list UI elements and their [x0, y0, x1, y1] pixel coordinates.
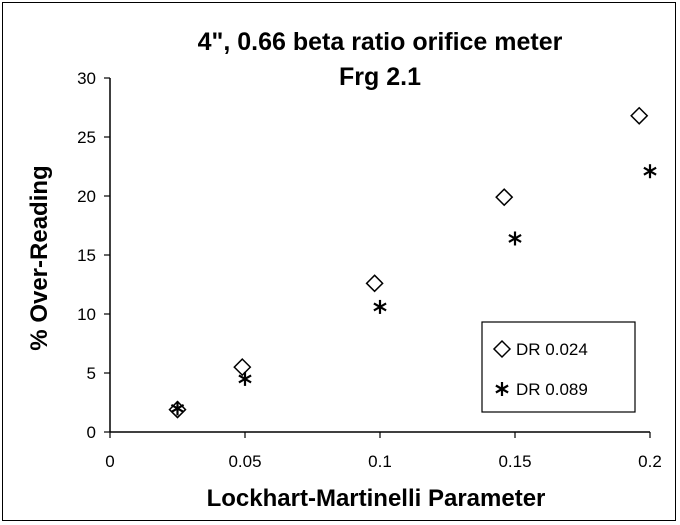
data-point-asterisk [508, 231, 522, 246]
data-point-asterisk [643, 164, 657, 179]
data-point-diamond [495, 188, 514, 207]
x-tick-label: 0.15 [498, 452, 531, 471]
data-points [168, 106, 657, 419]
x-tick-label: 0.1 [368, 452, 392, 471]
x-tick-label: 0.2 [638, 452, 662, 471]
x-axis-title: Lockhart-Martinelli Parameter [207, 485, 546, 512]
data-point-asterisk [238, 371, 252, 386]
y-tick-label: 25 [77, 128, 96, 147]
legend: DR 0.024 DR 0.089 [481, 321, 636, 413]
y-tick-label: 15 [77, 246, 96, 265]
data-point-diamond [233, 358, 252, 377]
x-tick-label: 0 [105, 452, 114, 471]
chart-subtitle: Frg 2.1 [339, 63, 421, 91]
legend-box [481, 321, 636, 413]
y-axis-title: % Over-Reading [26, 165, 53, 350]
x-tick-label: 0.05 [228, 452, 261, 471]
y-tick-label: 0 [87, 423, 96, 442]
data-point-diamond [630, 106, 649, 125]
legend-diamond-icon [492, 339, 512, 359]
chart-title: 4", 0.66 beta ratio orifice meter [198, 28, 563, 56]
y-ticks: 0 5 10 15 20 25 30 [77, 69, 110, 442]
y-tick-label: 30 [77, 69, 96, 88]
chart-frame [2, 2, 676, 521]
legend-label: DR 0.089 [516, 380, 588, 399]
x-ticks: 0 0.05 0.1 0.15 0.2 [105, 432, 662, 471]
y-tick-label: 20 [77, 187, 96, 206]
y-tick-label: 5 [87, 364, 96, 383]
data-point-asterisk [170, 401, 185, 416]
data-point-asterisk [373, 299, 387, 314]
data-point-diamond [365, 274, 384, 293]
y-tick-label: 10 [77, 305, 96, 324]
legend-asterisk-icon [495, 382, 509, 396]
legend-label: DR 0.024 [516, 340, 588, 359]
